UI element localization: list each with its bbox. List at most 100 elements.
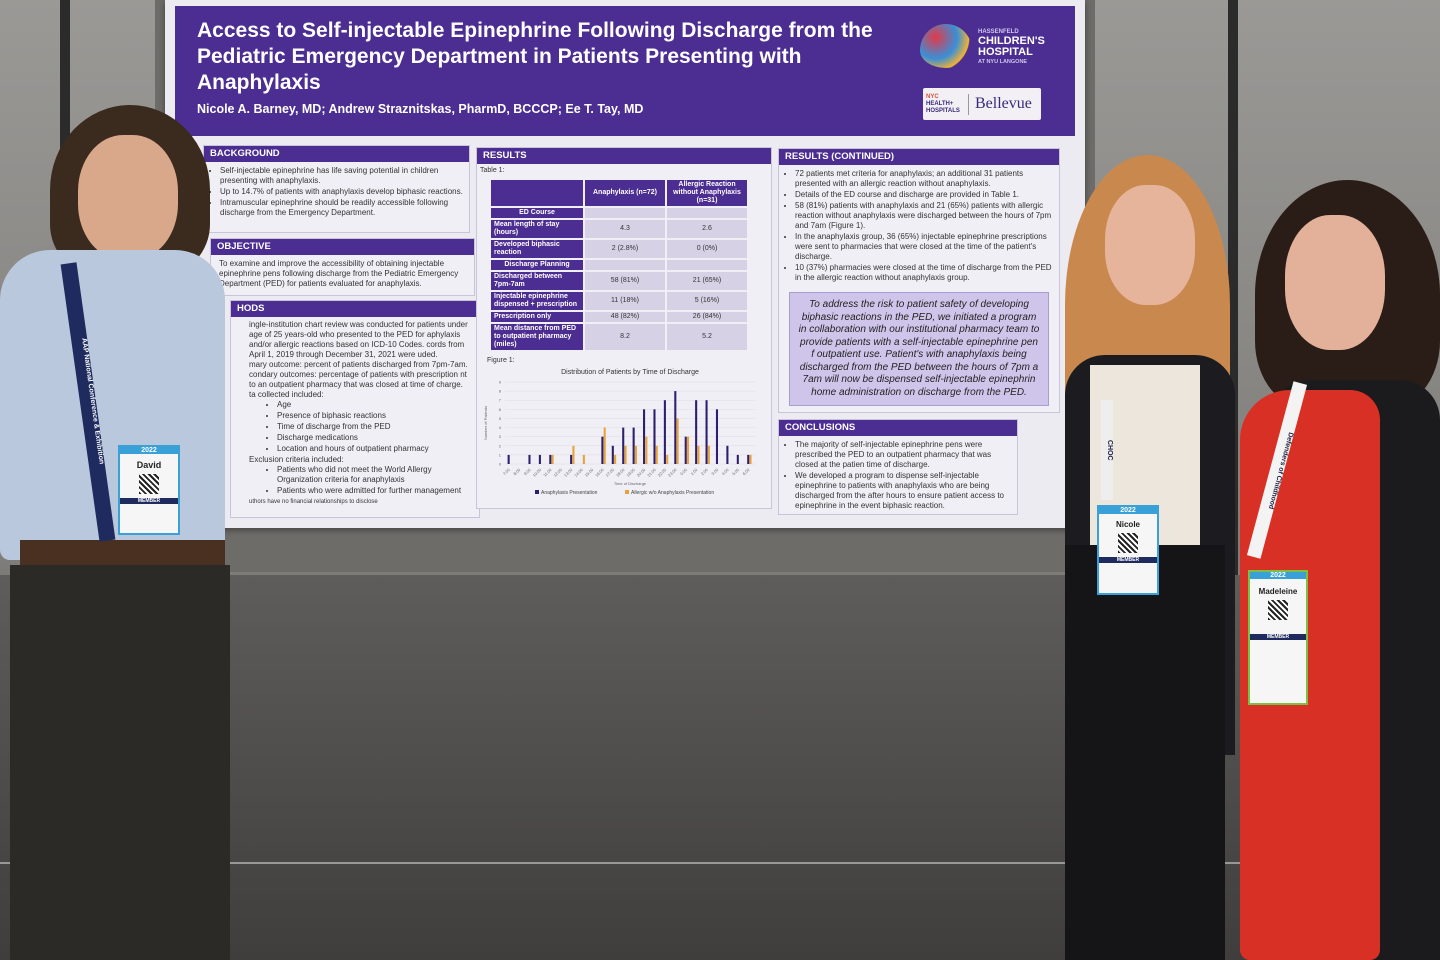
bar-allergic: [686, 436, 690, 464]
method-item: ingle-institution chart review was condu…: [249, 320, 468, 359]
table-row: Mean length of stay (hours) 4.3 2.6: [491, 220, 747, 238]
method-item: mary outcome: percent of patients discha…: [249, 360, 468, 369]
bar-anaphylaxis: [705, 400, 708, 464]
name-badge: 2022 David MEMBER: [118, 445, 180, 535]
anaphylaxis-value: 11 (18%): [585, 292, 665, 310]
badge-member: MEMBER: [1250, 634, 1306, 640]
row-label: Prescription only: [491, 312, 583, 322]
x-tick-label: 3:00: [710, 467, 720, 477]
bullet: Self-injectable epinephrine has life sav…: [220, 166, 463, 186]
x-tick-label: 20:00: [636, 467, 647, 478]
qr-code-icon: [139, 474, 159, 494]
legend-label: Allergic w/o Anaphylaxis Presentation: [631, 490, 714, 496]
bar-anaphylaxis: [570, 454, 573, 464]
empty-cell: [667, 208, 747, 218]
bar-anaphylaxis: [538, 454, 541, 464]
table-row: Mean distance from PED to outpatient pha…: [491, 324, 747, 350]
legend-swatch: [625, 490, 629, 494]
x-axis-label: Time of Discharge: [614, 481, 647, 486]
bar-anaphylaxis: [653, 409, 656, 464]
heart-logo-icon: [920, 24, 972, 68]
table-group-row: Discharge Planning: [491, 260, 747, 270]
bullet: 72 patients met criteria for anaphylaxis…: [795, 169, 1053, 189]
qr-code-icon: [1268, 600, 1288, 620]
allergic-value: 2.6: [667, 220, 747, 238]
bar-anaphylaxis: [684, 436, 687, 464]
method-item: Exclusion criteria included:: [249, 455, 344, 464]
x-tick-label: 10:00: [532, 467, 543, 478]
bullet: Location and hours of outpatient pharmac…: [277, 444, 473, 454]
allergic-value: 5.2: [667, 324, 747, 350]
x-tick-label: 6:00: [741, 467, 751, 477]
name-badge: 2022 Madeleine MEMBER: [1248, 570, 1308, 705]
title-block: Access to Self-injectable Epinephrine Fo…: [197, 18, 897, 117]
x-tick-label: 1:00: [689, 467, 699, 477]
person-david: AAP National Conference & Exhibition 202…: [0, 100, 260, 960]
anaphylaxis-value: 8.2: [585, 324, 665, 350]
logo-text: HOSPITAL: [978, 46, 1033, 58]
x-tick-label: 14:00: [573, 467, 584, 478]
results-section: RESULTS Table 1: Anaphylaxis (n=72) Aller…: [476, 147, 772, 509]
allergic-value: 21 (65%): [667, 272, 747, 290]
anaphylaxis-value: 58 (81%): [585, 272, 665, 290]
group-label: ED Course: [491, 208, 583, 218]
bullet: Discharge medications: [277, 433, 473, 443]
bar-anaphylaxis: [726, 445, 729, 464]
legend-label: Anaphylaxis Presentation: [541, 490, 598, 496]
bar-anaphylaxis: [622, 427, 625, 464]
bar-anaphylaxis: [695, 400, 698, 464]
badge-year: 2022: [1099, 507, 1157, 514]
badge-name: David: [136, 460, 162, 470]
y-tick-label: 0: [499, 462, 502, 467]
bar-allergic: [551, 454, 554, 464]
poster-authors: Nicole A. Barney, MD; Andrew Straznitska…: [197, 102, 644, 116]
y-tick-label: 1: [499, 452, 502, 457]
bar-anaphylaxis: [549, 454, 552, 464]
column-header: Anaphylaxis (n=72): [585, 180, 665, 206]
x-tick-label: 19:00: [625, 467, 636, 478]
bar-anaphylaxis: [507, 454, 510, 464]
row-label: Developed biphasic reaction: [491, 240, 583, 258]
x-tick-label: 7:00: [502, 467, 512, 477]
anaphylaxis-value: 48 (82%): [585, 312, 665, 322]
table-row: Prescription only 48 (82%) 26 (84%): [491, 312, 747, 322]
badge-year: 2022: [1250, 572, 1306, 579]
x-tick-label: 0:00: [679, 467, 689, 477]
x-tick-label: 8:00: [512, 467, 522, 477]
bullet: Patients who did not meet the World Alle…: [277, 465, 473, 485]
group-label: Discharge Planning: [491, 260, 583, 270]
poster-title: Access to Self-injectable Epinephrine Fo…: [197, 19, 873, 94]
bar-allergic: [603, 427, 606, 464]
logo-text: Bellevue: [975, 95, 1032, 112]
anaphylaxis-value: 2 (2.8%): [585, 240, 665, 258]
y-tick-label: 4: [499, 425, 502, 430]
bullet: Details of the ED course and discharge a…: [795, 190, 1053, 200]
column-header: Allergic Reaction without Anaphylaxis (n…: [667, 180, 747, 206]
x-tick-label: 9:00: [523, 467, 533, 477]
floor-line: [0, 862, 1440, 864]
bar-anaphylaxis: [663, 400, 666, 464]
person-nicole: CHOC 2022 Nicole MEMBER: [1065, 155, 1240, 960]
method-item: ta collected included:: [249, 390, 324, 399]
x-tick-label: 17:00: [604, 467, 615, 478]
x-tick-label: 16:00: [594, 467, 605, 478]
x-tick-label: 2:00: [700, 467, 710, 477]
background-section: BACKGROUND Self-injectable epinephrine h…: [203, 145, 470, 233]
allergic-value: 26 (84%): [667, 312, 747, 322]
x-tick-label: 21:00: [646, 467, 657, 478]
bullet: Age: [277, 400, 473, 410]
table-group-row: ED Course: [491, 208, 747, 218]
bullet: Presence of biphasic reactions: [277, 411, 473, 421]
anaphylaxis-value: 4.3: [585, 220, 665, 238]
bar-allergic: [697, 445, 700, 464]
right-column: RESULTS (CONTINUED) 72 patients met crit…: [778, 148, 1060, 515]
bar-anaphylaxis: [736, 454, 739, 464]
logo-text: AT NYU LANGONE: [978, 59, 1028, 65]
badge-name: Madeleine: [1258, 587, 1298, 596]
bar-anaphylaxis: [747, 454, 750, 464]
legend-swatch: [535, 490, 539, 494]
callout-box: To address the risk to patient safety of…: [789, 292, 1049, 406]
x-tick-label: 12:00: [552, 467, 563, 478]
badge-member: MEMBER: [120, 498, 178, 504]
section-heading: BACKGROUND: [204, 146, 469, 162]
